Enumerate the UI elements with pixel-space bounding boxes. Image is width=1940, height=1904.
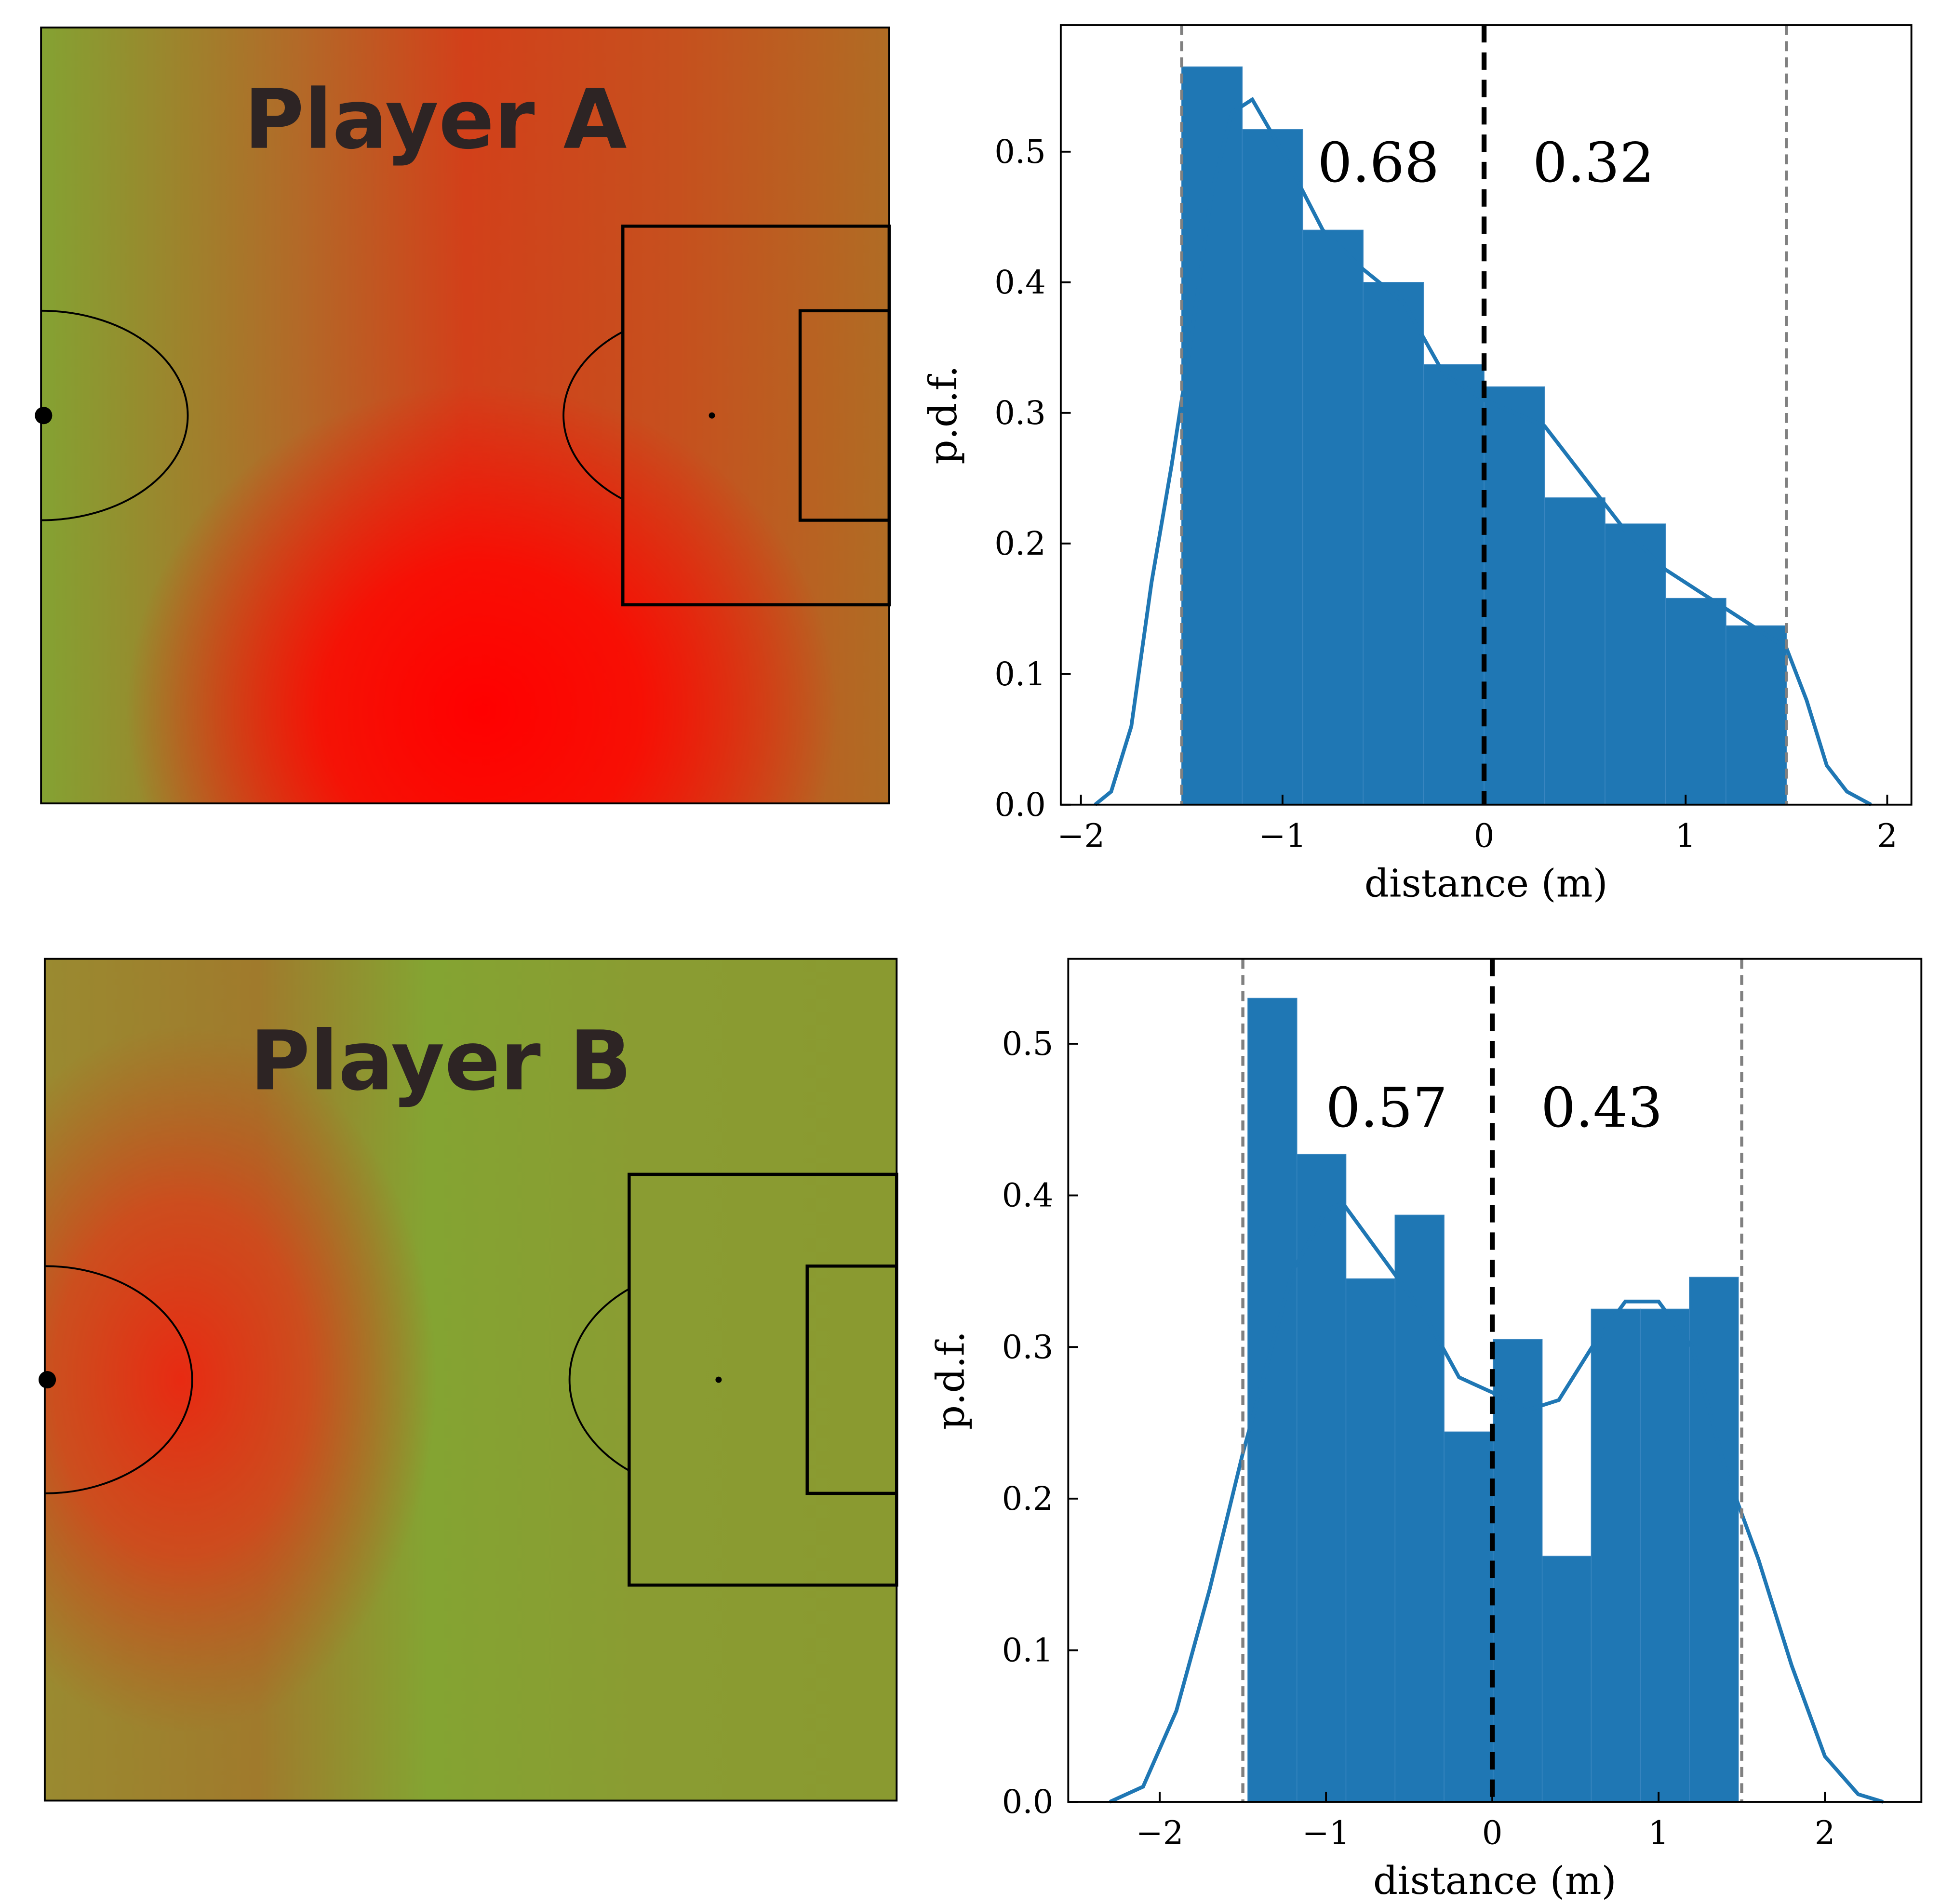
y-tick-label: 0.5 [994, 133, 1046, 171]
y-tick-label: 0.2 [1002, 1480, 1054, 1518]
bar [1605, 523, 1666, 805]
x-tick-label: 1 [1648, 1814, 1669, 1852]
y-tick-label: 0.3 [1002, 1328, 1054, 1366]
plot-frame [1059, 24, 1913, 806]
bar [1493, 1339, 1543, 1802]
bar [1345, 1278, 1396, 1802]
bar [1544, 497, 1606, 805]
share-label: 0.68 [1317, 131, 1439, 195]
share-label: 0.43 [1541, 1076, 1663, 1140]
player-title: Player B [250, 1013, 632, 1109]
kde-line [1094, 97, 1872, 807]
x-tick-label: 0 [1482, 1814, 1503, 1852]
share-label: 0.32 [1533, 131, 1655, 195]
y-axis-label: p.d.f. [928, 1331, 973, 1430]
center-spot [35, 407, 53, 425]
bar [1296, 1154, 1347, 1802]
x-tick-label: 1 [1675, 817, 1696, 854]
y-tick-label: 0.0 [1002, 1783, 1054, 1821]
y-axis-label: p.d.f. [921, 365, 965, 464]
bar [1394, 1214, 1445, 1802]
y-tick-label: 0.3 [994, 394, 1046, 432]
x-tick-label: 0 [1474, 817, 1495, 854]
bar [1181, 66, 1243, 805]
bar [1484, 386, 1545, 805]
bar [1665, 598, 1726, 805]
bar [1591, 1308, 1641, 1802]
y-tick-label: 0.4 [1002, 1177, 1054, 1214]
x-tick-label: 2 [1877, 817, 1898, 854]
player-title: Player A [244, 72, 627, 168]
bar [1242, 129, 1303, 805]
x-tick-label: 2 [1815, 1814, 1835, 1852]
share-label: 0.57 [1325, 1076, 1447, 1140]
y-tick-label: 0.1 [994, 655, 1046, 693]
bar [1640, 1308, 1690, 1802]
plot-frame [1067, 958, 1923, 1803]
center-circle [41, 309, 189, 521]
y-tick-label: 0.0 [994, 786, 1046, 824]
y-tick-label: 0.5 [1002, 1025, 1054, 1063]
heatmap-hotspot [41, 27, 889, 804]
pitch-frame [40, 27, 890, 805]
x-tick-label: −2 [1057, 817, 1105, 854]
x-axis-label: distance (m) [1365, 861, 1608, 906]
penalty-arc [568, 1288, 630, 1472]
pitch-frame [43, 958, 898, 1802]
x-tick-label: −1 [1302, 1814, 1350, 1852]
bar [1423, 364, 1485, 805]
bar [1247, 998, 1298, 1802]
y-tick-label: 0.2 [994, 525, 1046, 562]
x-tick-label: −2 [1136, 1814, 1184, 1852]
bar [1689, 1277, 1739, 1802]
penalty-spot [715, 1376, 722, 1383]
heatmap-hotspot [44, 959, 897, 1801]
penalty-spot [709, 412, 715, 419]
bar [1726, 625, 1787, 805]
center-circle [44, 1265, 193, 1494]
y-tick-label: 0.1 [1002, 1632, 1054, 1669]
bar [1444, 1431, 1494, 1802]
x-axis-label: distance (m) [1373, 1858, 1617, 1903]
bar [1541, 1556, 1592, 1802]
x-tick-label: −1 [1258, 817, 1306, 854]
bar [1363, 282, 1424, 805]
y-tick-label: 0.4 [994, 264, 1046, 301]
penalty-arc [562, 331, 624, 500]
bar [1302, 229, 1364, 805]
center-spot [38, 1371, 56, 1389]
